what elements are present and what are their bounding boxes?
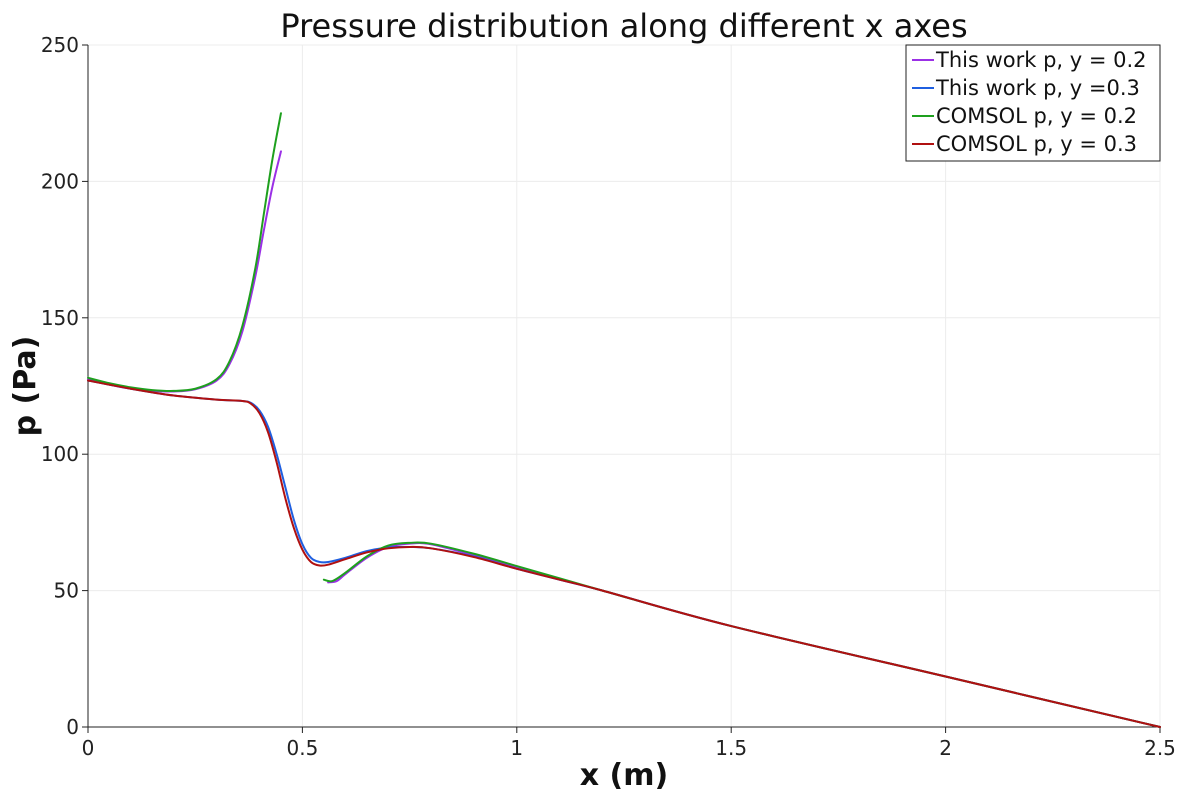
y-tick-label: 0: [66, 715, 79, 739]
series-line-3-segment-1: [87, 112, 282, 392]
x-tick-label: 1.5: [715, 736, 747, 760]
x-ticks: 0 0.5 1 1.5 2 2.5: [82, 727, 1176, 760]
legend-label-3: COMSOL p, y = 0.2: [936, 104, 1137, 128]
y-tick-label: 200: [41, 169, 79, 193]
legend: This work p, y = 0.2 This work p, y =0.3 C…: [905, 44, 1161, 162]
series-line-1-segment-2: [327, 542, 1161, 728]
x-tick-label: 0.5: [286, 736, 318, 760]
series-line-2-segment-1: [87, 379, 1161, 728]
y-tick-label: 250: [41, 33, 79, 57]
series-line-1-segment-1: [87, 150, 282, 393]
series-lines: [87, 112, 1161, 728]
chart-title: Pressure distribution along different x …: [280, 7, 967, 45]
legend-label-4: COMSOL p, y = 0.3: [936, 132, 1137, 156]
series-line-4-segment-1: [87, 379, 1161, 728]
y-tick-label: 100: [41, 442, 79, 466]
x-axis-label: x (m): [580, 758, 668, 793]
x-tick-label: 2.5: [1144, 736, 1176, 760]
y-tick-label: 50: [54, 579, 79, 603]
legend-box: [905, 44, 1161, 162]
series-line-3-segment-2: [322, 541, 1161, 728]
x-tick-label: 1: [510, 736, 523, 760]
legend-label-1: This work p, y = 0.2: [935, 48, 1147, 72]
legend-label-2: This work p, y =0.3: [935, 76, 1140, 100]
x-tick-label: 0: [82, 736, 95, 760]
x-tick-label: 2: [939, 736, 952, 760]
y-ticks: 0 50 100 150 200 250: [41, 33, 88, 739]
y-tick-label: 150: [41, 306, 79, 330]
axes: [87, 45, 1160, 728]
y-axis-label: p (Pa): [8, 336, 43, 437]
